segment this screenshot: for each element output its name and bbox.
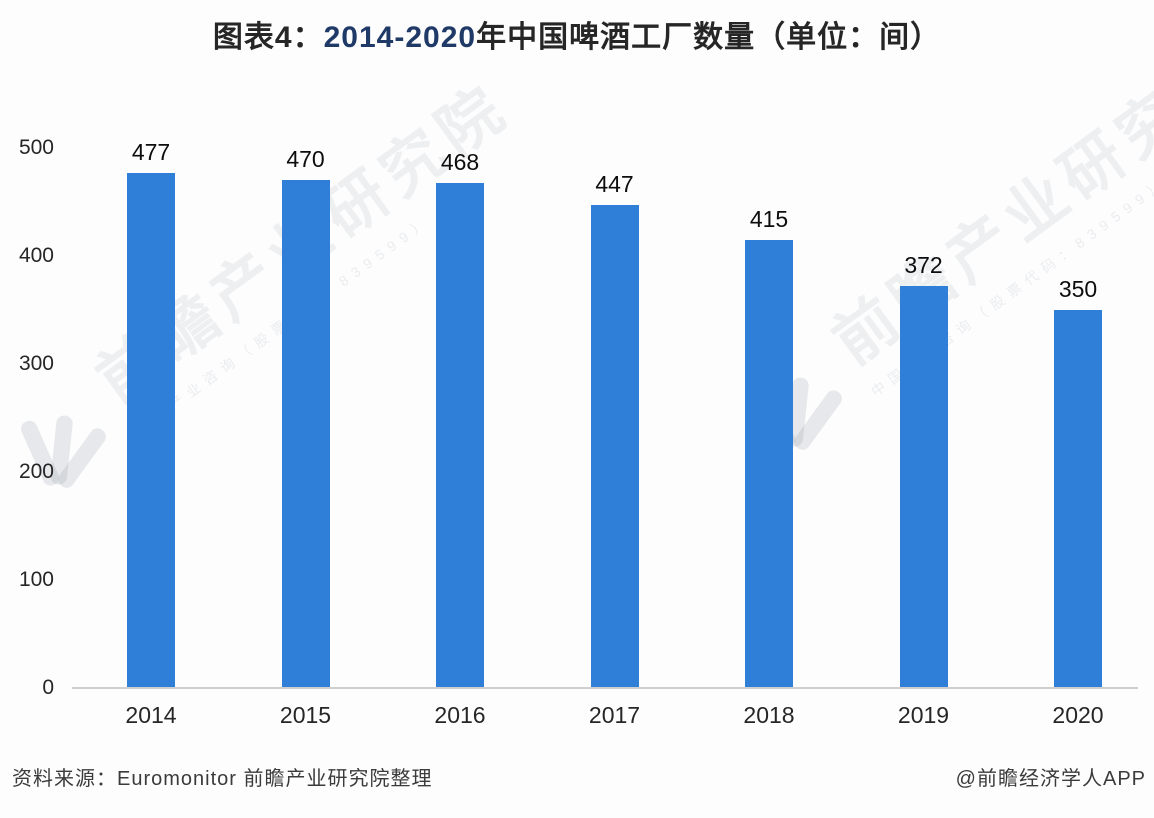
y-tick-label: 0	[42, 676, 54, 699]
chart-title-range: 2014-2020	[323, 21, 477, 54]
bar-2017	[590, 205, 639, 688]
bar-2020	[1054, 310, 1102, 688]
x-tick-label: 2018	[743, 702, 795, 728]
chart-title-suffix: 年中国啤酒工厂数量（单位：间）	[476, 21, 942, 54]
x-tick-label: 2014	[125, 702, 177, 728]
bar-value-label: 477	[131, 138, 171, 165]
bar-2019	[899, 286, 948, 688]
bar-value-label: 447	[595, 171, 634, 198]
x-tick-label: 2020	[1052, 702, 1104, 728]
y-tick-label: 200	[18, 460, 54, 483]
bar-value-label: 468	[440, 148, 480, 175]
y-tick-label: 500	[18, 136, 54, 159]
y-tick-label: 300	[18, 352, 54, 375]
bar-value-label: 415	[749, 205, 789, 232]
bar-2016	[436, 182, 484, 688]
bar-value-label: 372	[904, 252, 943, 279]
bar-2014	[127, 172, 175, 688]
x-tick-label: 2016	[434, 702, 486, 728]
x-axis-line	[72, 687, 1138, 689]
bar-value-label: 470	[286, 146, 325, 173]
app-credit: @前瞻经济学人APP	[955, 768, 1146, 790]
watermark-text: 前瞻产业研究院	[821, 33, 1154, 378]
bar-2015	[281, 180, 330, 688]
bar-value-label: 350	[1058, 276, 1098, 302]
y-tick-label: 100	[18, 568, 54, 591]
source-note: 资料来源：Euromonitor 前瞻产业研究院整理	[12, 768, 433, 790]
bar-2018	[745, 239, 793, 688]
x-tick-label: 2017	[588, 702, 641, 728]
y-tick-label: 400	[18, 244, 54, 267]
x-tick-label: 2015	[279, 702, 332, 728]
chart-title-prefix: 图表4：	[212, 21, 324, 54]
x-tick-label: 2019	[897, 702, 950, 728]
chart-title: 图表4：2014-2020年中国啤酒工厂数量（单位：间）	[0, 18, 1154, 58]
